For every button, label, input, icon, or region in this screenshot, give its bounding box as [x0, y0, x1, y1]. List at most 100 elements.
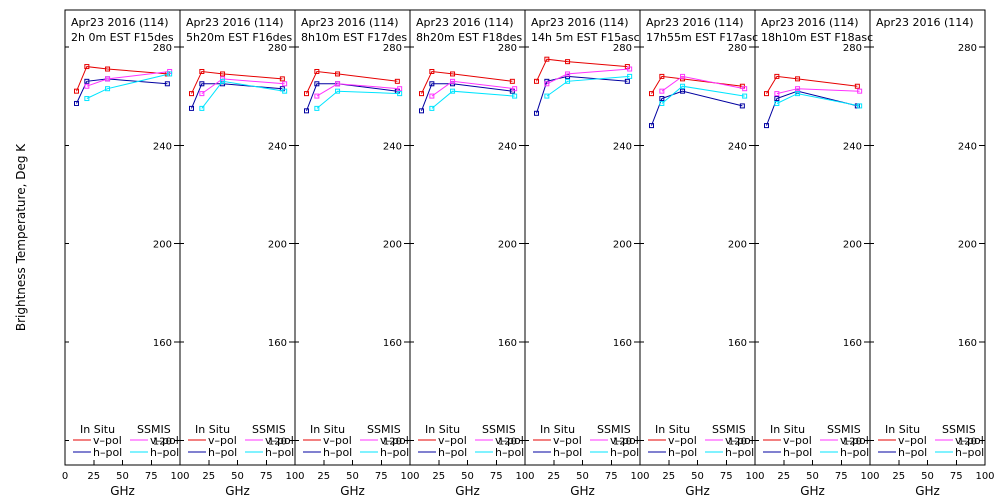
panel-8: Apr23 2016 (114) 120 160 200 240 280 25 50 75 100…: [869, 10, 995, 498]
data-point-ssmis-h: [429, 105, 435, 111]
data-point-ssmis-h: [167, 71, 173, 77]
data-point-ssmis-h: [199, 105, 205, 111]
legend-ssmis-h-label: h–pol: [955, 446, 984, 459]
x-axis-label: GHz: [685, 484, 710, 498]
y-tick-label: 120: [843, 436, 862, 447]
data-point-ssmis-h: [84, 96, 90, 102]
data-point-ssmis-h: [220, 78, 226, 84]
series-line-ssmis-h: [86, 73, 170, 99]
data-point-ssmis-v: [774, 91, 780, 97]
legend-insitu-h-label: h–pol: [208, 446, 237, 459]
legend-ssmis-v-label: v–pol: [840, 434, 869, 447]
legend-ssmis-v-label: v–pol: [610, 434, 639, 447]
legend-ssmis-header: SSMIS: [597, 423, 631, 436]
panel-7: Apr23 2016 (114) 18h10m EST F18asc 120 160 2…: [754, 10, 880, 498]
panel-time-title: 8h20m EST F18des: [416, 31, 522, 44]
series-line-insitu-h: [306, 83, 398, 111]
data-point-insitu-h: [764, 123, 769, 129]
data-point-insitu-h: [74, 100, 79, 106]
x-tick-label: 100: [975, 471, 994, 482]
x-axis-label: GHz: [110, 484, 135, 498]
data-point-ssmis-h: [512, 93, 518, 99]
x-tick-label: 50: [576, 471, 589, 482]
legend-ssmis-header: SSMIS: [137, 423, 171, 436]
data-point-ssmis-h: [105, 86, 111, 92]
data-point-ssmis-v: [742, 86, 748, 92]
data-point-insitu-h: [649, 123, 654, 129]
legend-ssmis-v-label: v–pol: [725, 434, 754, 447]
data-point-ssmis-v: [105, 76, 111, 82]
legend-insitu-h-label: h–pol: [898, 446, 927, 459]
data-point-ssmis-h: [544, 93, 550, 99]
y-tick-label: 280: [613, 43, 632, 54]
x-tick-label: 100: [285, 471, 304, 482]
data-point-ssmis-v: [450, 78, 456, 84]
y-tick-label: 120: [268, 436, 287, 447]
y-tick-label: 160: [613, 338, 632, 349]
legend-ssmis-v-label: v–pol: [380, 434, 409, 447]
series-line-insitu-v: [536, 58, 628, 82]
legend-insitu-h-label: h–pol: [668, 446, 697, 459]
legend-insitu-v-label: v–pol: [93, 434, 122, 447]
data-point-ssmis-v: [512, 86, 518, 92]
legend-ssmis-header: SSMIS: [482, 423, 516, 436]
data-point-insitu-v: [764, 91, 769, 97]
legend-insitu-header: In Situ: [540, 423, 575, 436]
data-point-ssmis-h: [659, 100, 665, 106]
panel-6: Apr23 2016 (114) 17h55m EST F17asc 120 160 2…: [639, 10, 765, 498]
y-tick-label: 120: [498, 436, 517, 447]
x-tick-label: 100: [745, 471, 764, 482]
legend-insitu-v-label: v–pol: [783, 434, 812, 447]
data-point-insitu-v: [659, 73, 665, 79]
legend-ssmis-header: SSMIS: [252, 423, 286, 436]
x-axis-label: GHz: [455, 484, 480, 498]
x-tick-label: 25: [87, 471, 100, 482]
data-point-insitu-v: [419, 91, 424, 97]
data-point-ssmis-v: [857, 88, 863, 94]
x-tick-label: 100: [400, 471, 419, 482]
x-tick-label: 100: [630, 471, 649, 482]
x-tick-label: 50: [346, 471, 359, 482]
panel-time-title: 8h10m EST F17des: [301, 31, 407, 44]
data-point-ssmis-v: [544, 81, 550, 87]
y-tick-label: 160: [958, 338, 977, 349]
data-point-insitu-v: [854, 83, 860, 89]
y-tick-label: 200: [843, 240, 862, 251]
y-tick-label: 240: [153, 141, 172, 152]
series-line-ssmis-h: [431, 90, 515, 109]
legend-ssmis-header: SSMIS: [367, 423, 401, 436]
series-line-ssmis-v: [316, 83, 400, 97]
series-line-insitu-v: [421, 70, 513, 94]
series-line-insitu-h: [651, 90, 743, 126]
data-point-insitu-h: [429, 81, 435, 87]
data-point-ssmis-h: [282, 88, 288, 94]
data-point-insitu-h: [304, 108, 309, 114]
data-point-insitu-v: [189, 91, 194, 97]
legend-insitu-header: In Situ: [195, 423, 230, 436]
y-tick-label: 160: [728, 338, 747, 349]
data-point-ssmis-v: [335, 81, 341, 87]
x-tick-label: 25: [317, 471, 330, 482]
data-point-ssmis-h: [565, 78, 571, 84]
y-tick-label: 280: [843, 43, 862, 54]
x-tick-label: 75: [835, 471, 848, 482]
data-point-insitu-h: [164, 81, 170, 87]
data-point-insitu-h: [189, 105, 194, 111]
x-tick-label: 25: [202, 471, 215, 482]
y-tick-label: 200: [383, 240, 402, 251]
data-point-insitu-v: [304, 91, 309, 97]
legend-ssmis-header: SSMIS: [827, 423, 861, 436]
legend-insitu-v-label: v–pol: [438, 434, 467, 447]
legend-ssmis-v-label: v–pol: [495, 434, 524, 447]
data-point-insitu-h: [199, 81, 205, 87]
y-tick-label: 200: [498, 240, 517, 251]
data-point-insitu-h: [774, 96, 780, 102]
x-tick-label: 50: [921, 471, 934, 482]
legend-ssmis-h-label: h–pol: [610, 446, 639, 459]
legend-insitu-header: In Situ: [310, 423, 345, 436]
x-tick-label: 50: [691, 471, 704, 482]
series-line-ssmis-v: [201, 78, 285, 95]
